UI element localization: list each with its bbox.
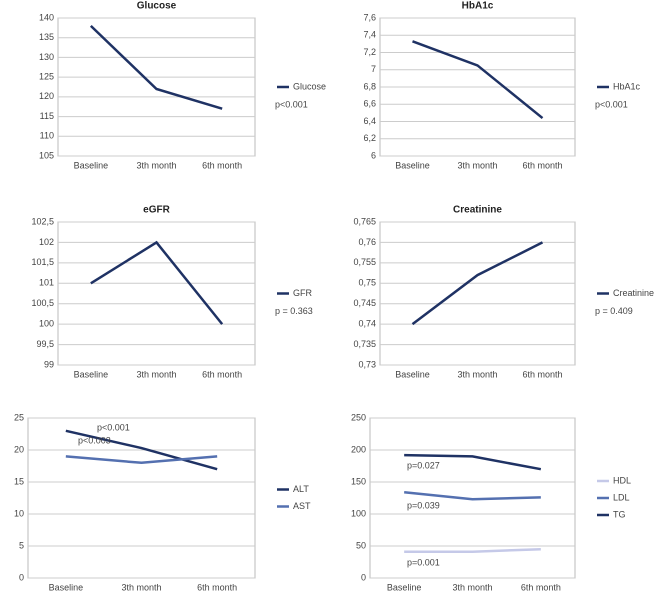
y-tick-label: 6,4 — [363, 116, 376, 126]
y-tick-label: 7,2 — [363, 47, 376, 57]
annotation: p = 0.363 — [275, 306, 313, 316]
plot-frame — [369, 417, 576, 579]
y-tick-label: 0 — [19, 572, 24, 582]
y-tick-label: 50 — [356, 540, 366, 550]
legend-label: AST — [293, 501, 311, 511]
y-tick-label: 0,73 — [358, 359, 376, 369]
y-tick-label: 115 — [40, 111, 54, 121]
y-tick-label: 0,74 — [358, 319, 376, 329]
x-tick-label: Baseline — [395, 160, 430, 170]
y-tick-label: 0 — [361, 572, 366, 582]
y-tick-label: 135 — [39, 32, 54, 42]
y-tick-label: 7 — [371, 64, 376, 74]
x-tick-label: Baseline — [387, 582, 422, 592]
y-tick-label: 25 — [14, 412, 24, 422]
annotation: p<0.001 — [97, 422, 130, 432]
y-tick-label: 150 — [351, 476, 366, 486]
y-tick-label: 200 — [351, 444, 366, 454]
chart-title: HbA1c — [462, 1, 494, 12]
x-tick-label: Baseline — [49, 582, 84, 592]
x-tick-label: 6th month — [202, 160, 242, 170]
y-tick-label: 100,5 — [31, 298, 54, 308]
series-line — [404, 547, 541, 554]
y-tick-label: 105 — [39, 150, 54, 160]
series-line — [89, 24, 223, 110]
annotation: p<0.001 — [275, 99, 308, 109]
legend-label: Creatinine — [613, 288, 654, 298]
plot-frame — [379, 221, 576, 366]
x-tick-label: 3th month — [136, 160, 176, 170]
y-tick-label: 7,4 — [363, 30, 376, 40]
legend-label: GFR — [293, 288, 312, 298]
y-tick-label: 125 — [39, 72, 54, 82]
y-tick-label: 10 — [14, 508, 24, 518]
x-tick-label: 3th month — [121, 582, 161, 592]
y-tick-label: 15 — [14, 476, 24, 486]
series-line — [65, 429, 218, 471]
y-tick-label: 102,5 — [31, 216, 54, 226]
y-tick-label: 102 — [39, 237, 54, 247]
series-line — [404, 453, 542, 471]
annotation: p=0.027 — [407, 460, 440, 470]
x-tick-label: 3th month — [457, 160, 497, 170]
series-line — [65, 455, 218, 465]
y-tick-label: 101 — [39, 278, 54, 288]
chart-title: eGFR — [143, 205, 170, 216]
series-line — [412, 40, 544, 120]
y-tick-label: 130 — [39, 52, 54, 62]
y-tick-label: 99 — [44, 359, 54, 369]
y-tick-label: 250 — [351, 412, 366, 422]
series-line — [90, 240, 224, 325]
y-tick-label: 100 — [39, 319, 54, 329]
y-tick-label: 0,755 — [353, 257, 376, 267]
x-tick-label: Baseline — [395, 369, 430, 379]
y-tick-label: 100 — [351, 508, 366, 518]
y-tick-label: 6,8 — [363, 81, 376, 91]
y-tick-label: 0,75 — [358, 278, 376, 288]
y-tick-label: 140 — [39, 12, 54, 22]
legend-label: LDL — [613, 492, 630, 502]
legend-label: Glucose — [293, 81, 326, 91]
y-tick-label: 20 — [14, 444, 24, 454]
annotation: p=0.001 — [407, 557, 440, 567]
legend-label: TG — [613, 509, 626, 519]
plot-frame — [27, 417, 256, 579]
y-tick-label: 0,745 — [353, 298, 376, 308]
x-tick-label: 3th month — [452, 582, 492, 592]
y-tick-label: 0,765 — [353, 216, 376, 226]
y-tick-label: 101,5 — [31, 257, 54, 267]
annotation: p<0.003 — [78, 435, 111, 445]
annotation: p = 0.409 — [595, 306, 633, 316]
x-tick-label: 6th month — [522, 369, 562, 379]
y-tick-label: 5 — [19, 540, 24, 550]
legend-label: ALT — [293, 484, 309, 494]
x-tick-label: Baseline — [74, 160, 109, 170]
legend-label: HDL — [613, 475, 631, 485]
plot-frame — [57, 17, 256, 157]
x-tick-label: 3th month — [457, 369, 497, 379]
series-line — [411, 241, 544, 326]
y-tick-label: 7,6 — [363, 12, 376, 22]
x-tick-label: 6th month — [522, 160, 562, 170]
y-tick-label: 6 — [371, 150, 376, 160]
y-tick-label: 0,76 — [358, 237, 376, 247]
x-tick-label: Baseline — [74, 369, 109, 379]
legend-label: HbA1c — [613, 81, 641, 91]
x-tick-label: 3th month — [136, 369, 176, 379]
chart-title: Glucose — [137, 1, 177, 12]
y-tick-label: 110 — [40, 131, 54, 141]
annotation: p<0.001 — [595, 99, 628, 109]
chart-title: Creatinine — [453, 205, 502, 216]
y-tick-label: 6,6 — [363, 99, 376, 109]
y-tick-label: 120 — [39, 91, 54, 101]
x-tick-label: 6th month — [521, 582, 561, 592]
x-tick-label: 6th month — [197, 582, 237, 592]
y-tick-label: 0,735 — [353, 339, 376, 349]
series-line — [404, 490, 541, 501]
x-tick-label: 6th month — [202, 369, 242, 379]
y-tick-label: 99,5 — [36, 339, 54, 349]
y-tick-label: 6,2 — [363, 133, 376, 143]
annotation: p=0.039 — [407, 500, 440, 510]
